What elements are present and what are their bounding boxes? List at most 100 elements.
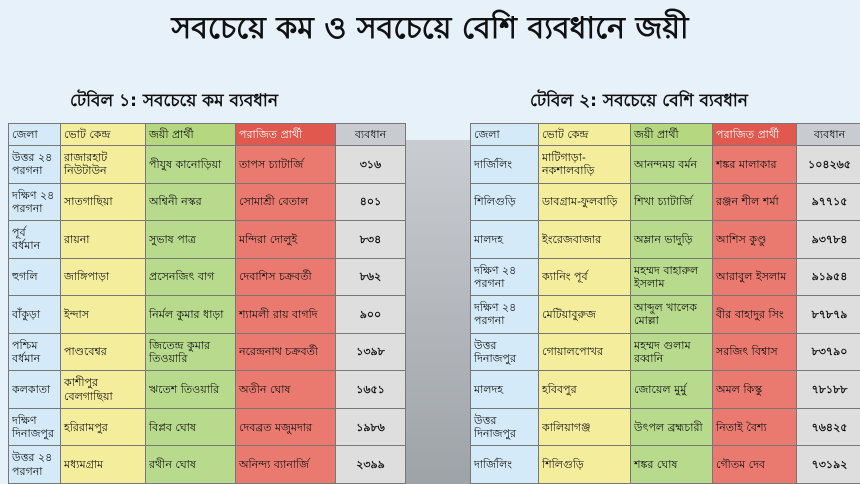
table-cell: দক্ষিণ ২৪ পরগনা — [471, 296, 539, 334]
table-cell: ৮৬২ — [336, 258, 406, 297]
table-cell: কালিয়াগঞ্জ — [539, 408, 631, 447]
column-header: পরাজিত প্রার্থী — [713, 124, 797, 146]
table-cell: নিতাই বৈশ্য — [713, 408, 797, 447]
table-cell: মধ্যমগ্রাম — [61, 446, 146, 484]
table: জেলা ভোট কেন্দ্র জয়ী প্রার্থী পরাজিত প্রার… — [8, 123, 406, 484]
table-cell: মালদহ — [471, 221, 539, 259]
table-cell: শিখা চ্যাটার্জি — [631, 183, 713, 222]
table-cell: ৮৭৮৭৯ — [797, 296, 860, 334]
table-cell: হুগলি — [9, 258, 61, 297]
table-cell: ডাবগ্রাম-ফুলবাড়ি — [539, 183, 631, 222]
table-cell: শঙ্কর মালাকার — [713, 146, 797, 184]
table-cell: আনন্দময় বর্মন — [631, 146, 713, 184]
table-cell: উত্তর ২৪ পরগনা — [9, 446, 61, 484]
table-cell: অনিন্দ্য ব্যানার্জি — [236, 446, 336, 484]
table-cell: দক্ষিণ ২৪ পরগনা — [471, 258, 539, 297]
table-cell: জাঙ্গিপাড়া — [61, 258, 146, 297]
table-cell: দার্জিলিং — [471, 446, 539, 484]
table-cell: পশ্চিম বর্ধমান — [9, 333, 61, 372]
table-cell: রঞ্জন শীল শর্মা — [713, 183, 797, 222]
column-header: জেলা — [9, 124, 61, 146]
table-cell: আশিস কুণ্ডু — [713, 221, 797, 259]
table-cell: ইংরেজবাজার — [539, 221, 631, 259]
table-cell: ইন্দাস — [61, 296, 146, 334]
table-cell: সরজিৎ বিশ্বাস — [713, 333, 797, 372]
table-cell: ৪০১ — [336, 183, 406, 222]
table-cell: মহম্মদ গুলাম রব্বানি — [631, 333, 713, 372]
table-cell: ঋতেশ তিওয়ারি — [146, 371, 236, 409]
column-header: ব্যবধান — [336, 124, 406, 146]
column-header: ভোট কেন্দ্র — [539, 124, 631, 146]
table-cell: ৩১৬ — [336, 146, 406, 184]
table-cell: পূর্ব বর্ধমান — [9, 221, 61, 259]
table-cell: পাণ্ডবেশ্বর — [61, 333, 146, 372]
table-cell: হবিবপুর — [539, 371, 631, 409]
table-cell: ৭৩১৯২ — [797, 446, 860, 484]
table-cell: ২৩৯৯ — [336, 446, 406, 484]
table-cell: ৯৩৭৮৪ — [797, 221, 860, 259]
table-cell: উত্তর ২৪ পরগনা — [9, 146, 61, 184]
table-cell: ১৬৫১ — [336, 371, 406, 409]
table-cell: দেবব্রত মজুমদার — [236, 408, 336, 447]
table-cell: পীযুষ কানোড়িয়া — [146, 146, 236, 184]
table-cell: মেটিয়াবুরুজ — [539, 296, 631, 334]
table-cell: অতীন ঘোষ — [236, 371, 336, 409]
table-cell: ১৩৯৮ — [336, 333, 406, 372]
table-cell: শিলিগুড়ি — [539, 446, 631, 484]
table-cell: মহম্মদ বাহারুল ইসলাম — [631, 258, 713, 297]
table-cell: কাশীপুর বেলগাছিয়া — [61, 371, 146, 409]
table-cell: গোয়ালপোখর — [539, 333, 631, 372]
table-cell: ৮৩৪ — [336, 221, 406, 259]
table-cell: ৭৬৪২৫ — [797, 408, 860, 447]
column-header: জয়ী প্রার্থী — [146, 124, 236, 146]
column-header: ভোট কেন্দ্র — [61, 124, 146, 146]
table-cell: উত্তর দিনাজপুর — [471, 333, 539, 372]
table-cell: ১০৪২৬৫ — [797, 146, 860, 184]
table-heading: টেবিল ১: সবচেয়ে কম ব্যবধান — [70, 91, 278, 111]
column-header: ব্যবধান — [797, 124, 860, 146]
table-cell: বীর বাহাদুর সিং — [713, 296, 797, 334]
table-cell: আব্দুল খালেক মোল্লা — [631, 296, 713, 334]
table-cell: রথীন ঘোষ — [146, 446, 236, 484]
table-cell: ক্যানিং পূর্ব — [539, 258, 631, 297]
table-cell: গৌতম দেব — [713, 446, 797, 484]
table-cell: ৯৭৭১৫ — [797, 183, 860, 222]
column-header: জেলা — [471, 124, 539, 146]
table: জেলা ভোট কেন্দ্র জয়ী প্রার্থী পরাজিত প্রার… — [470, 123, 860, 484]
table-cell: হরিরামপুর — [61, 408, 146, 447]
table-cell: উৎপল ব্রহ্মচারী — [631, 408, 713, 447]
table-cell: নির্মল কুমার ধাড়া — [146, 296, 236, 334]
table-cell: জিতেন্দ্র কুমার তিওয়ারি — [146, 333, 236, 372]
table-cell: শ্যামলী রায় বাগদি — [236, 296, 336, 334]
table-cell: দার্জিলিং — [471, 146, 539, 184]
table-cell: তাপস চ্যাটার্জি — [236, 146, 336, 184]
table-cell: দক্ষিণ ২৪ পরগনা — [9, 183, 61, 222]
table-cell: ৯১৯৫৪ — [797, 258, 860, 297]
table-cell: ৯০০ — [336, 296, 406, 334]
table-cell: নরেন্দ্রনাথ চক্রবর্তী — [236, 333, 336, 372]
table-cell: ৭৮১৮৮ — [797, 371, 860, 409]
table-cell: জোয়েল মুর্মু — [631, 371, 713, 409]
table-cell: রায়না — [61, 221, 146, 259]
table-cell: রাজারহাট নিউটাউন — [61, 146, 146, 184]
table-cell: দেবাশিস চক্রবর্তী — [236, 258, 336, 297]
background-building — [400, 140, 472, 484]
table-cell: ১৯৮৬ — [336, 408, 406, 447]
table-cell: দক্ষিণ দিনাজপুর — [9, 408, 61, 447]
table-cell: বাঁকুড়া — [9, 296, 61, 334]
table-cell: বিপ্লব ঘোষ — [146, 408, 236, 447]
table-cell: শিলিগুড়ি — [471, 183, 539, 222]
table-cell: মালদহ — [471, 371, 539, 409]
table-cell: শঙ্কর ঘোষ — [631, 446, 713, 484]
table-cell: উত্তর দিনাজপুর — [471, 408, 539, 447]
table-cell: অম্লান ভাদুড়ি — [631, 221, 713, 259]
column-header: জয়ী প্রার্থী — [631, 124, 713, 146]
table-cell: প্রসেনজিৎ বাগ — [146, 258, 236, 297]
table-cell: মাটিগাড়া-নকশালবাড়ি — [539, 146, 631, 184]
table-cell: ৮৩৭৯০ — [797, 333, 860, 372]
table-cell: আরাবুল ইসলাম — [713, 258, 797, 297]
table-heading: টেবিল ২: সবচেয়ে বেশি ব্যবধান — [530, 91, 748, 111]
table-cell: সুভাষ পাত্র — [146, 221, 236, 259]
table-cell: সোমাশ্রী বেতাল — [236, 183, 336, 222]
